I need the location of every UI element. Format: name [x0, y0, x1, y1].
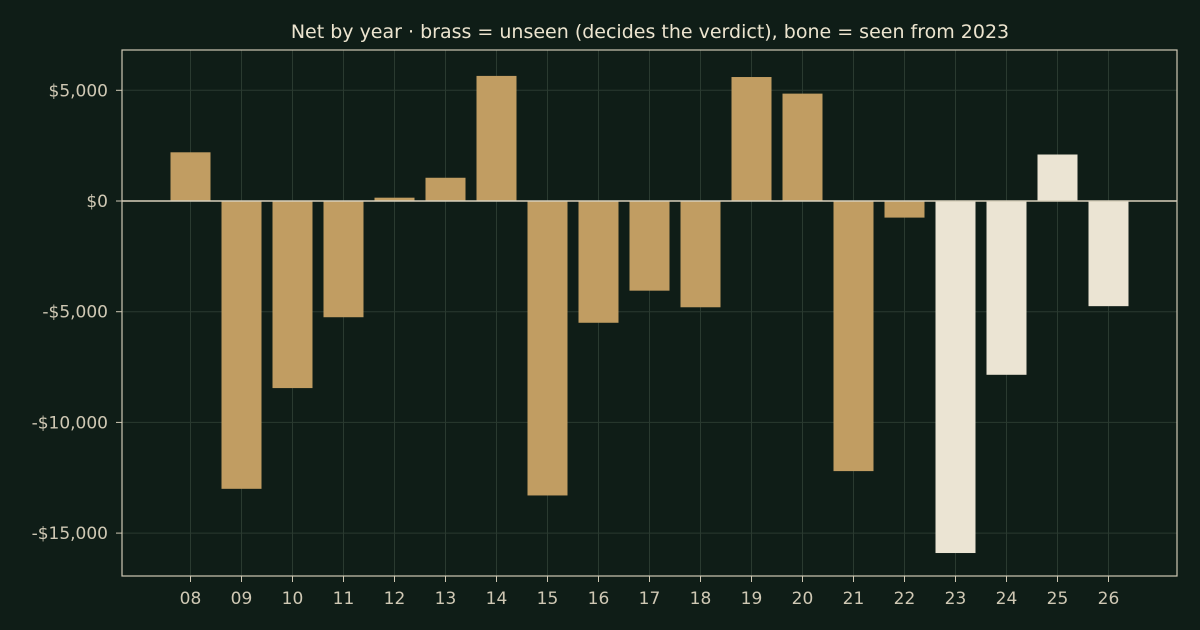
chart-title: Net by year · brass = unseen (decides th…	[291, 21, 1009, 43]
y-axis-ticks: $5,000 $0 -$5,000 -$10,000 -$15,000	[32, 81, 122, 544]
x-tick-label: 18	[690, 589, 712, 609]
x-tick-label: 26	[1098, 589, 1120, 609]
plot-frame	[121, 49, 1178, 577]
x-tick-label: 13	[435, 589, 457, 609]
bar-20-unseen	[782, 93, 823, 201]
bar-13-unseen	[425, 177, 466, 201]
x-tick-label: 23	[945, 589, 967, 609]
y-tick-label: -$5,000	[42, 303, 108, 323]
x-tick-label: 25	[1047, 589, 1069, 609]
bar-18-unseen	[680, 201, 721, 308]
x-tick-label: 09	[231, 589, 253, 609]
x-tick-label: 22	[894, 589, 916, 609]
x-tick-label: 14	[486, 589, 508, 609]
bar-26-seen	[1088, 201, 1129, 307]
bar-23-seen	[935, 201, 976, 554]
bar-17-unseen	[629, 201, 670, 291]
y-tick-label: $5,000	[49, 81, 108, 101]
x-tick-label: 15	[537, 589, 559, 609]
bar-10-unseen	[272, 201, 313, 389]
x-tick-label: 16	[588, 589, 610, 609]
bar-25-seen	[1037, 154, 1078, 201]
bar-12-unseen	[374, 197, 415, 201]
x-tick-label: 21	[843, 589, 865, 609]
bar-14-unseen	[476, 75, 517, 201]
x-tick-label: 17	[639, 589, 661, 609]
x-tick-label: 20	[792, 589, 814, 609]
x-tick-label: 08	[180, 589, 202, 609]
y-tick-label: -$10,000	[32, 413, 108, 433]
bar-24-seen	[986, 201, 1027, 375]
bar-08-unseen	[170, 152, 211, 201]
bar-22-unseen	[884, 201, 925, 218]
y-tick-label: $0	[86, 192, 108, 212]
y-tick-label: -$15,000	[32, 524, 108, 544]
bar-19-unseen	[731, 77, 772, 201]
x-tick-label: 24	[996, 589, 1018, 609]
x-tick-label: 12	[384, 589, 406, 609]
bar-09-unseen	[221, 201, 262, 489]
bars	[170, 75, 1129, 554]
x-tick-label: 10	[282, 589, 304, 609]
bar-15-unseen	[527, 201, 568, 496]
bar-16-unseen	[578, 201, 619, 323]
x-axis-ticks: 08 09 10 11 12 13 14 15 16 17 18 19 20 21 22 23 24 25 26	[180, 576, 1120, 609]
x-tick-label: 19	[741, 589, 763, 609]
bar-21-unseen	[833, 201, 874, 472]
bar-11-unseen	[323, 201, 364, 318]
x-tick-label: 11	[333, 589, 355, 609]
